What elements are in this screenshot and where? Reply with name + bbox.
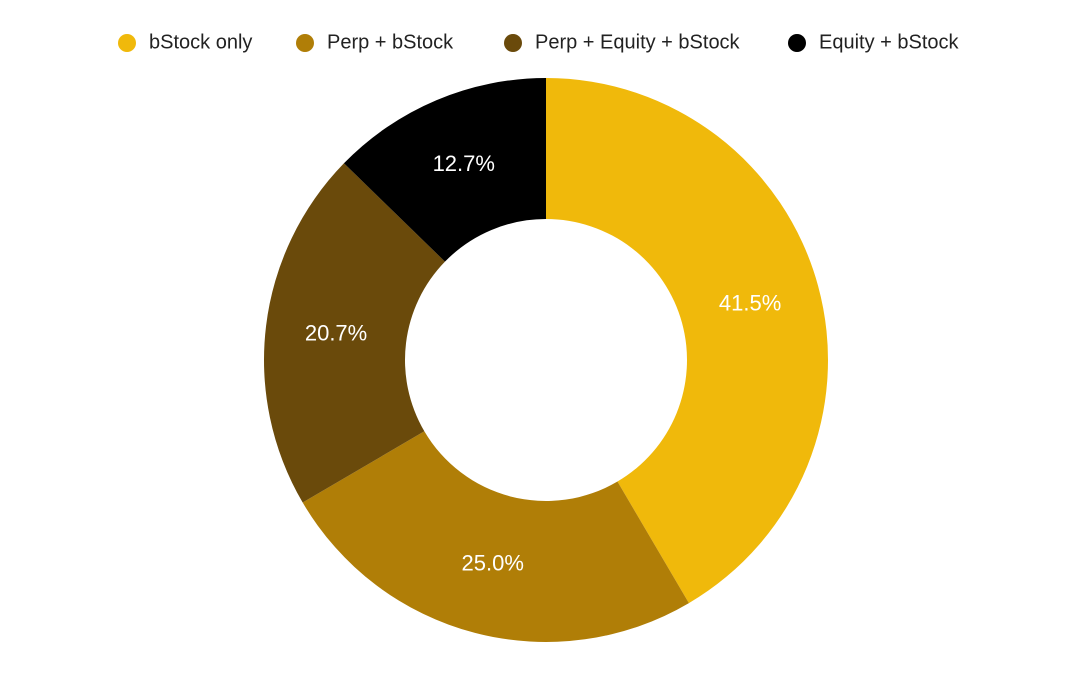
value-label: 20.7% [305, 320, 367, 345]
value-label: 25.0% [462, 550, 524, 575]
legend-marker [118, 34, 136, 52]
slice [302, 431, 689, 642]
legend-label: Perp + Equity + bStock [535, 31, 741, 53]
legend: bStock only Perp + bStock Perp + Equity + … [118, 31, 960, 53]
slice [343, 78, 546, 262]
legend-marker [788, 34, 806, 52]
legend-marker [504, 34, 522, 52]
legend-label: bStock only [149, 31, 252, 53]
slice [264, 163, 445, 503]
value-label: 41.5% [719, 290, 781, 315]
legend-label: Perp + bStock [327, 31, 454, 53]
legend-label: Equity + bStock [819, 31, 960, 53]
value-label: 12.7% [433, 151, 495, 176]
legend-marker [296, 34, 314, 52]
slice [546, 78, 828, 604]
